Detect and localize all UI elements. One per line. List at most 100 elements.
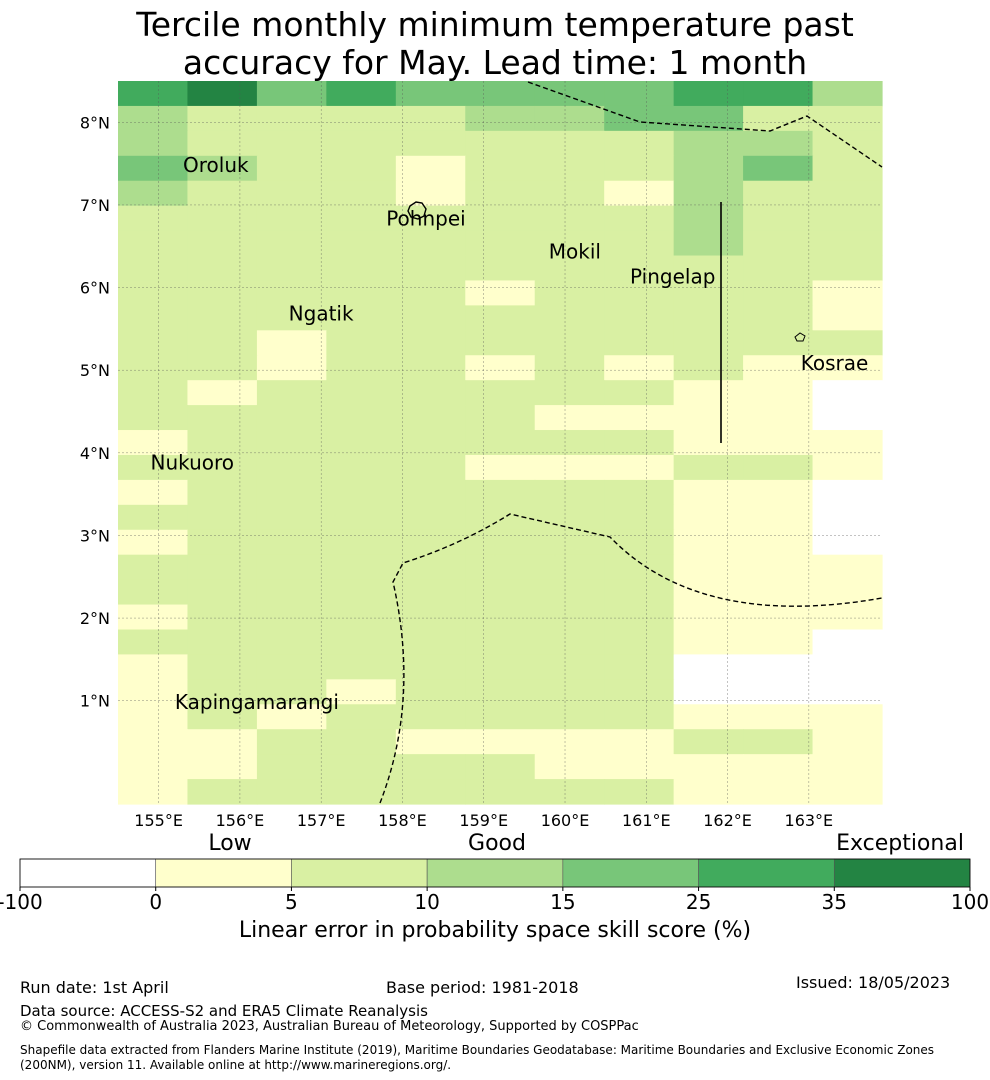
grid-cell (743, 305, 814, 331)
grid-cell (118, 779, 189, 805)
grid-cell (187, 230, 258, 257)
grid-cell (256, 554, 327, 581)
lat-tick-label: 2°N (80, 609, 110, 628)
lon-tick-label: 158°E (378, 811, 427, 830)
grid-cell (187, 704, 258, 730)
grid-cell (187, 629, 258, 656)
grid-cell (118, 205, 189, 232)
grid-cell (187, 529, 258, 556)
grid-cell (743, 81, 814, 107)
grid-cell (465, 554, 536, 581)
grid-cell (465, 454, 536, 481)
grid-cell (118, 754, 189, 780)
grid-cell (743, 280, 814, 306)
grid-cell (256, 479, 327, 506)
grid-cell (465, 355, 536, 381)
grid-cell (673, 479, 744, 506)
grid-cell (604, 180, 675, 207)
grid-cell (673, 380, 744, 406)
grid-cell (812, 654, 883, 680)
grid-cell (465, 604, 536, 631)
grid-cell (812, 380, 883, 406)
grid-cell (673, 529, 744, 556)
grid-cell (118, 704, 189, 730)
grid-cell (256, 604, 327, 631)
lon-tick-label: 157°E (297, 811, 346, 830)
grid-cell (534, 205, 605, 232)
lat-tick-label: 8°N (80, 113, 110, 132)
grid-cell (326, 280, 397, 306)
colorbar-frame (19, 858, 971, 888)
grid-cell (395, 230, 466, 257)
grid-cell (118, 654, 189, 680)
issued-date: Issued: 18/05/2023 (796, 973, 951, 992)
grid-cell (604, 155, 675, 182)
grid-cell (465, 654, 536, 680)
grid-cell (743, 529, 814, 556)
grid-cell (395, 579, 466, 606)
grid-cell (256, 180, 327, 207)
grid-cell (395, 679, 466, 705)
grid-cell (256, 529, 327, 556)
grid-cell (604, 280, 675, 306)
grid-cell (118, 230, 189, 257)
grid-cell (187, 754, 258, 780)
grid-cell (604, 729, 675, 755)
grid-cell (187, 280, 258, 306)
grid-cell (812, 305, 883, 331)
grid-cell (743, 604, 814, 631)
grid-cell (187, 454, 258, 481)
grid-cell (465, 529, 536, 556)
grid-cell (743, 504, 814, 531)
grid-cell (256, 130, 327, 157)
grid-cell (743, 155, 814, 182)
grid-cell (465, 280, 536, 306)
grid-cell (187, 180, 258, 207)
grid-cell (395, 654, 466, 680)
grid-cell (187, 255, 258, 282)
grid-cell (812, 529, 883, 556)
grid-cell (187, 654, 258, 680)
shapefile-credit: Shapefile data extracted from Flanders M… (20, 1043, 935, 1072)
grid-cell (604, 454, 675, 481)
place-label-kapingamarangi: Kapingamarangi (175, 690, 339, 714)
grid-cell (743, 330, 814, 356)
grid-cell (673, 654, 744, 680)
grid-cell (256, 280, 327, 306)
grid-cell (395, 454, 466, 481)
grid-cell (187, 405, 258, 431)
eez-boundary-north (527, 81, 883, 168)
grid-cell (812, 230, 883, 257)
grid-cell (604, 230, 675, 257)
grid-cell (673, 629, 744, 656)
colorbar-segment (562, 858, 699, 888)
grid-cell (187, 554, 258, 581)
grid-cell (465, 629, 536, 656)
lat-tick-label: 3°N (80, 526, 110, 545)
grid-cell (812, 205, 883, 232)
grid-cell (187, 779, 258, 805)
grid-cell (326, 405, 397, 431)
grid-cell (534, 704, 605, 730)
grid-cell (465, 105, 536, 132)
grid-cell (256, 255, 327, 282)
grid-cell (743, 130, 814, 157)
grid-cell (743, 430, 814, 456)
lat-tick-label: 5°N (80, 361, 110, 380)
lon-tick-label: 160°E (541, 811, 590, 830)
grid-cell (604, 205, 675, 232)
grid-cell (465, 230, 536, 257)
grid-cell (812, 604, 883, 631)
grid-cell (395, 754, 466, 780)
grid-cell (604, 779, 675, 805)
grid-cell (256, 205, 327, 232)
grid-cell (118, 280, 189, 306)
grid-cell (465, 255, 536, 282)
grid-cell (534, 454, 605, 481)
grid-cell (395, 155, 466, 182)
colorbar-tick-label: -100 (0, 890, 43, 914)
copyright-notice: © Commonwealth of Australia 2023, Austra… (20, 1019, 639, 1034)
grid-cell (326, 355, 397, 381)
grid-cell (118, 155, 189, 182)
grid-cell (256, 454, 327, 481)
